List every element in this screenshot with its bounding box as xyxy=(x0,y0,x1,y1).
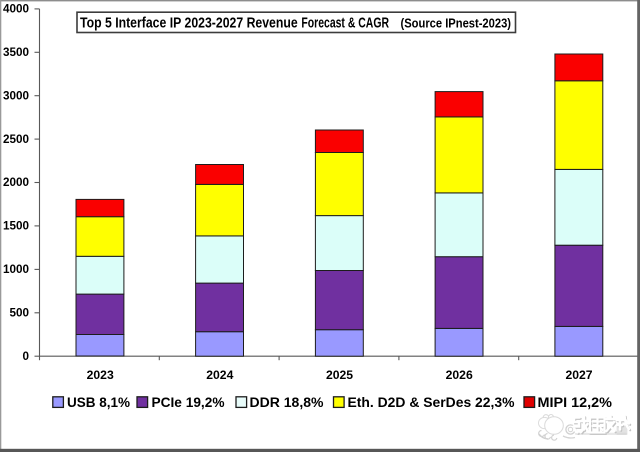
svg-text:1000: 1000 xyxy=(3,263,30,276)
svg-text:2500: 2500 xyxy=(3,133,30,146)
svg-text:4000: 4000 xyxy=(3,3,30,16)
svg-text:0: 0 xyxy=(22,350,29,363)
svg-text:MIPI 12,2%: MIPI 12,2% xyxy=(538,395,613,410)
svg-text:2023: 2023 xyxy=(87,368,114,382)
svg-text:Top 5 Interface IP 2023-2027 R: Top 5 Interface IP 2023-2027 Revenue xyxy=(80,16,298,32)
svg-text:(Source IPnest-2023): (Source IPnest-2023) xyxy=(401,15,512,30)
svg-text:2027: 2027 xyxy=(565,368,592,382)
svg-text:2025: 2025 xyxy=(326,368,353,382)
svg-text:2026: 2026 xyxy=(446,368,473,382)
svg-text:500: 500 xyxy=(9,307,29,320)
svg-text:3500: 3500 xyxy=(3,46,30,59)
svg-text:USB 8,1%: USB 8,1% xyxy=(67,395,130,410)
svg-text:Forecast & CAGR: Forecast & CAGR xyxy=(301,16,389,32)
svg-text:Eth. D2D & SerDes 22,3%: Eth. D2D & SerDes 22,3% xyxy=(348,395,515,410)
svg-text:DDR 18,8%: DDR 18,8% xyxy=(250,395,324,410)
svg-text:2024: 2024 xyxy=(206,368,233,382)
svg-text:PCIe 19,2%: PCIe 19,2% xyxy=(152,395,225,410)
svg-text:2000: 2000 xyxy=(3,176,30,189)
svg-text:3000: 3000 xyxy=(3,89,30,102)
svg-text:1500: 1500 xyxy=(3,220,30,233)
